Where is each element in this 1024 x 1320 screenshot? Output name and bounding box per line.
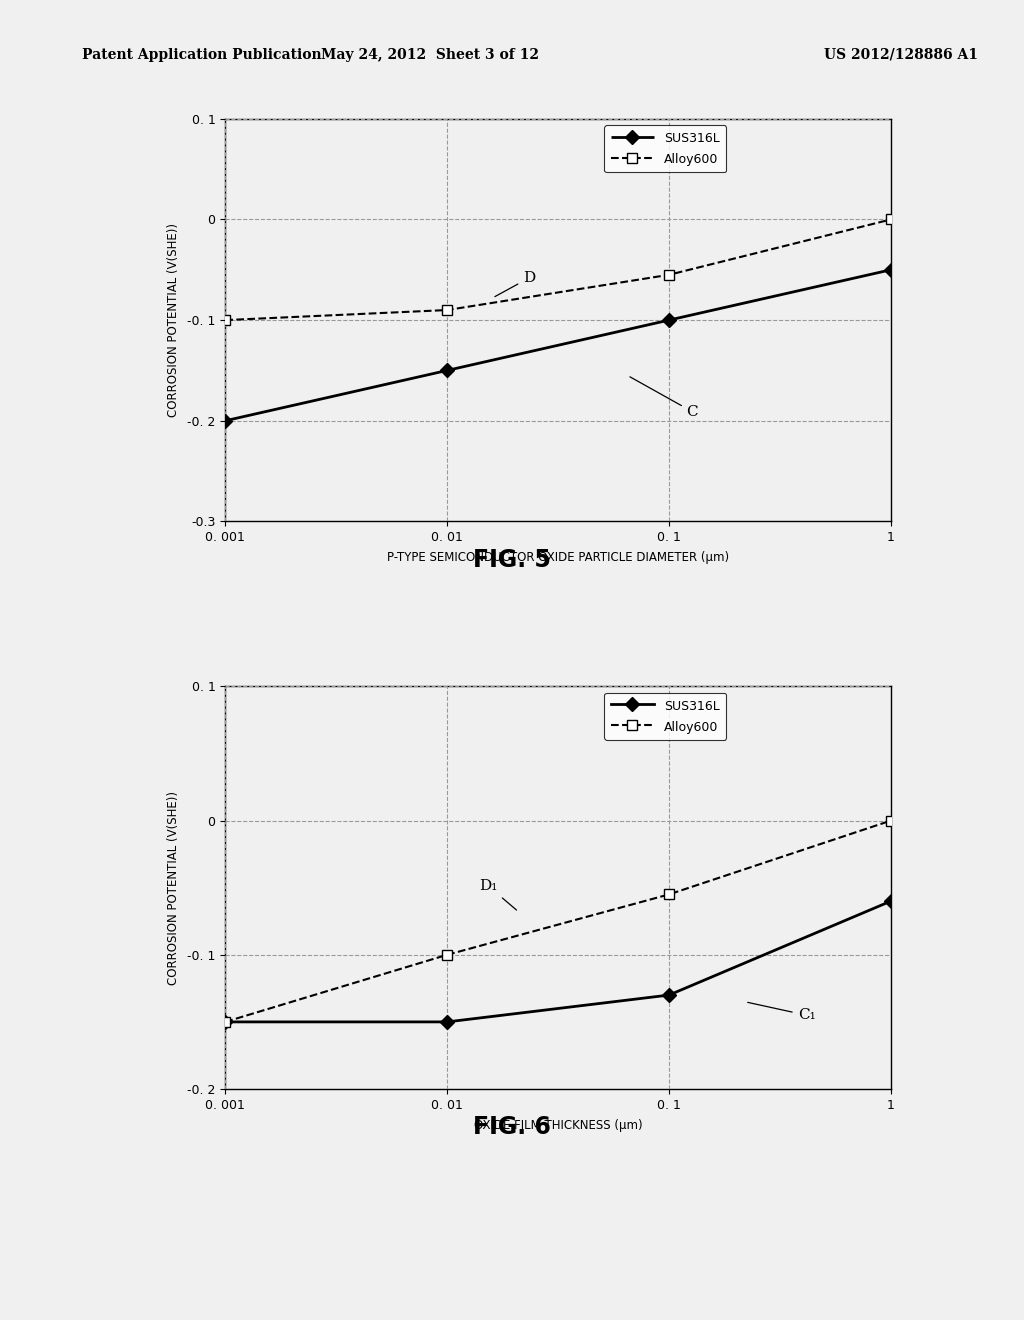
Text: C: C	[630, 376, 698, 418]
Alloy600	[663, 267, 675, 282]
SUS316L	[663, 313, 675, 329]
Text: Patent Application Publication: Patent Application Publication	[82, 48, 322, 62]
X-axis label: OXIDE FILM THICKNESS (μm): OXIDE FILM THICKNESS (μm)	[474, 1118, 642, 1131]
Text: US 2012/128886 A1: US 2012/128886 A1	[824, 48, 978, 62]
Text: C₁: C₁	[748, 1002, 815, 1022]
Line: SUS316L: SUS316L	[220, 265, 896, 425]
SUS316L	[441, 363, 454, 379]
Line: Alloy600: Alloy600	[220, 215, 896, 325]
X-axis label: P-TYPE SEMICONDUCTOR OXIDE PARTICLE DIAMETER (μm): P-TYPE SEMICONDUCTOR OXIDE PARTICLE DIAM…	[387, 550, 729, 564]
Text: D: D	[495, 271, 536, 297]
Alloy600	[663, 887, 675, 903]
SUS316L	[885, 894, 897, 909]
Alloy600	[441, 946, 454, 962]
SUS316L	[219, 413, 231, 429]
Alloy600	[441, 302, 454, 318]
Alloy600	[219, 313, 231, 329]
Legend: SUS316L, Alloy600: SUS316L, Alloy600	[604, 693, 726, 741]
Alloy600	[885, 211, 897, 227]
Legend: SUS316L, Alloy600: SUS316L, Alloy600	[604, 125, 726, 173]
Text: May 24, 2012  Sheet 3 of 12: May 24, 2012 Sheet 3 of 12	[322, 48, 539, 62]
Line: SUS316L: SUS316L	[220, 896, 896, 1027]
Text: D₁: D₁	[479, 879, 516, 909]
Alloy600	[219, 1014, 231, 1030]
SUS316L	[663, 987, 675, 1003]
Line: Alloy600: Alloy600	[220, 816, 896, 1027]
Text: FIG. 5: FIG. 5	[473, 548, 551, 572]
SUS316L	[219, 1014, 231, 1030]
Y-axis label: CORROSION POTENTIAL (V(SHE)): CORROSION POTENTIAL (V(SHE))	[167, 791, 180, 985]
SUS316L	[441, 1014, 454, 1030]
Alloy600	[885, 813, 897, 829]
SUS316L	[885, 261, 897, 277]
Text: FIG. 6: FIG. 6	[473, 1115, 551, 1139]
Y-axis label: CORROSION POTENTIAL (V(SHE)): CORROSION POTENTIAL (V(SHE))	[167, 223, 180, 417]
